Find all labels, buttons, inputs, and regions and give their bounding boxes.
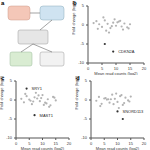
- svg-text:SRY1: SRY1: [32, 86, 43, 91]
- svg-text:-10: -10: [8, 135, 13, 140]
- svg-text:Mean read counts (log2): Mean read counts (log2): [21, 146, 65, 150]
- svg-text:MAST1: MAST1: [40, 113, 54, 118]
- svg-text:20: 20: [142, 66, 143, 71]
- svg-text:Fold change (log2): Fold change (log2): [75, 75, 79, 109]
- svg-text:0: 0: [82, 22, 85, 27]
- svg-text:CDKN2A: CDKN2A: [118, 49, 135, 54]
- svg-text:20: 20: [142, 141, 143, 146]
- svg-text:-5: -5: [83, 116, 87, 121]
- svg-text:0: 0: [85, 97, 88, 102]
- svg-text:0: 0: [10, 97, 13, 102]
- svg-text:5: 5: [82, 3, 85, 8]
- svg-text:SNORD113: SNORD113: [123, 109, 143, 114]
- svg-text:Mean read counts (log2): Mean read counts (log2): [96, 146, 140, 150]
- svg-text:-5: -5: [8, 116, 12, 121]
- svg-text:-5: -5: [80, 41, 84, 46]
- svg-text:5: 5: [10, 78, 13, 83]
- svg-text:20: 20: [67, 141, 72, 146]
- svg-text:Fold change (log2): Fold change (log2): [72, 0, 76, 34]
- svg-text:-10: -10: [78, 60, 85, 65]
- svg-text:0: 0: [90, 141, 93, 146]
- svg-text:5: 5: [85, 78, 88, 83]
- svg-text:0: 0: [87, 66, 90, 71]
- svg-text:-10: -10: [81, 135, 88, 140]
- svg-text:Mean read counts (log2): Mean read counts (log2): [94, 71, 138, 75]
- svg-text:0: 0: [15, 141, 18, 146]
